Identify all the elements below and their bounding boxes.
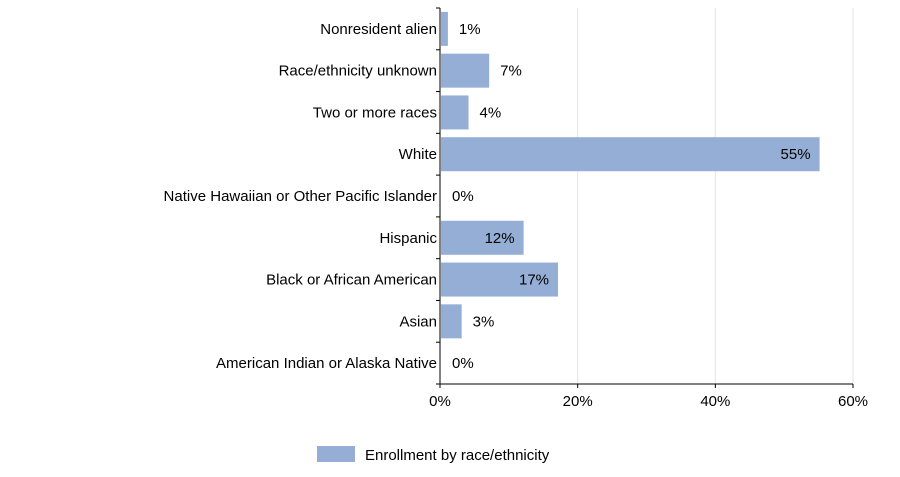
x-tick-label-60: 60%	[838, 393, 868, 410]
bar-1	[441, 53, 490, 88]
category-label-8: American Indian or Alaska Native	[216, 355, 437, 372]
bar-6	[441, 262, 559, 297]
category-label-1: Race/ethnicity unknown	[279, 63, 437, 80]
bar-5	[441, 220, 524, 255]
x-tick-label-20: 20%	[563, 393, 593, 410]
category-labels: Nonresident alien Race/ethnicity unknown T…	[164, 21, 438, 372]
value-label-0: 1%	[459, 21, 481, 38]
bar-0	[441, 11, 448, 46]
bars	[441, 11, 820, 339]
value-labels: 1% 7% 4% 55% 0% 12% 17% 3% 0%	[452, 21, 811, 372]
gridlines	[577, 8, 854, 384]
value-label-7: 3%	[473, 313, 495, 330]
legend: Enrollment by race/ethnicity	[317, 446, 550, 464]
bar-3	[441, 137, 820, 172]
category-label-3: White	[399, 146, 437, 163]
value-label-4: 0%	[452, 188, 474, 205]
legend-swatch	[317, 446, 355, 462]
value-label-5: 12%	[485, 230, 515, 247]
x-tick-label-0: 0%	[429, 393, 451, 410]
value-label-8: 0%	[452, 355, 474, 372]
value-label-1: 7%	[500, 63, 522, 80]
x-axis-ticks: 0% 20% 40% 60%	[429, 384, 868, 410]
category-label-7: Asian	[399, 313, 437, 330]
x-tick-label-40: 40%	[700, 393, 730, 410]
value-label-2: 4%	[480, 104, 502, 121]
value-label-6: 17%	[519, 272, 549, 289]
bar-7	[441, 304, 462, 339]
category-label-0: Nonresident alien	[320, 21, 437, 38]
category-label-2: Two or more races	[313, 104, 437, 121]
category-label-4: Native Hawaiian or Other Pacific Islande…	[164, 188, 437, 205]
legend-label: Enrollment by race/ethnicity	[365, 447, 550, 464]
bar-2	[441, 95, 469, 130]
category-label-6: Black or African American	[266, 272, 437, 289]
value-label-3: 55%	[781, 146, 811, 163]
axes	[436, 7, 853, 385]
category-label-5: Hispanic	[379, 230, 437, 247]
